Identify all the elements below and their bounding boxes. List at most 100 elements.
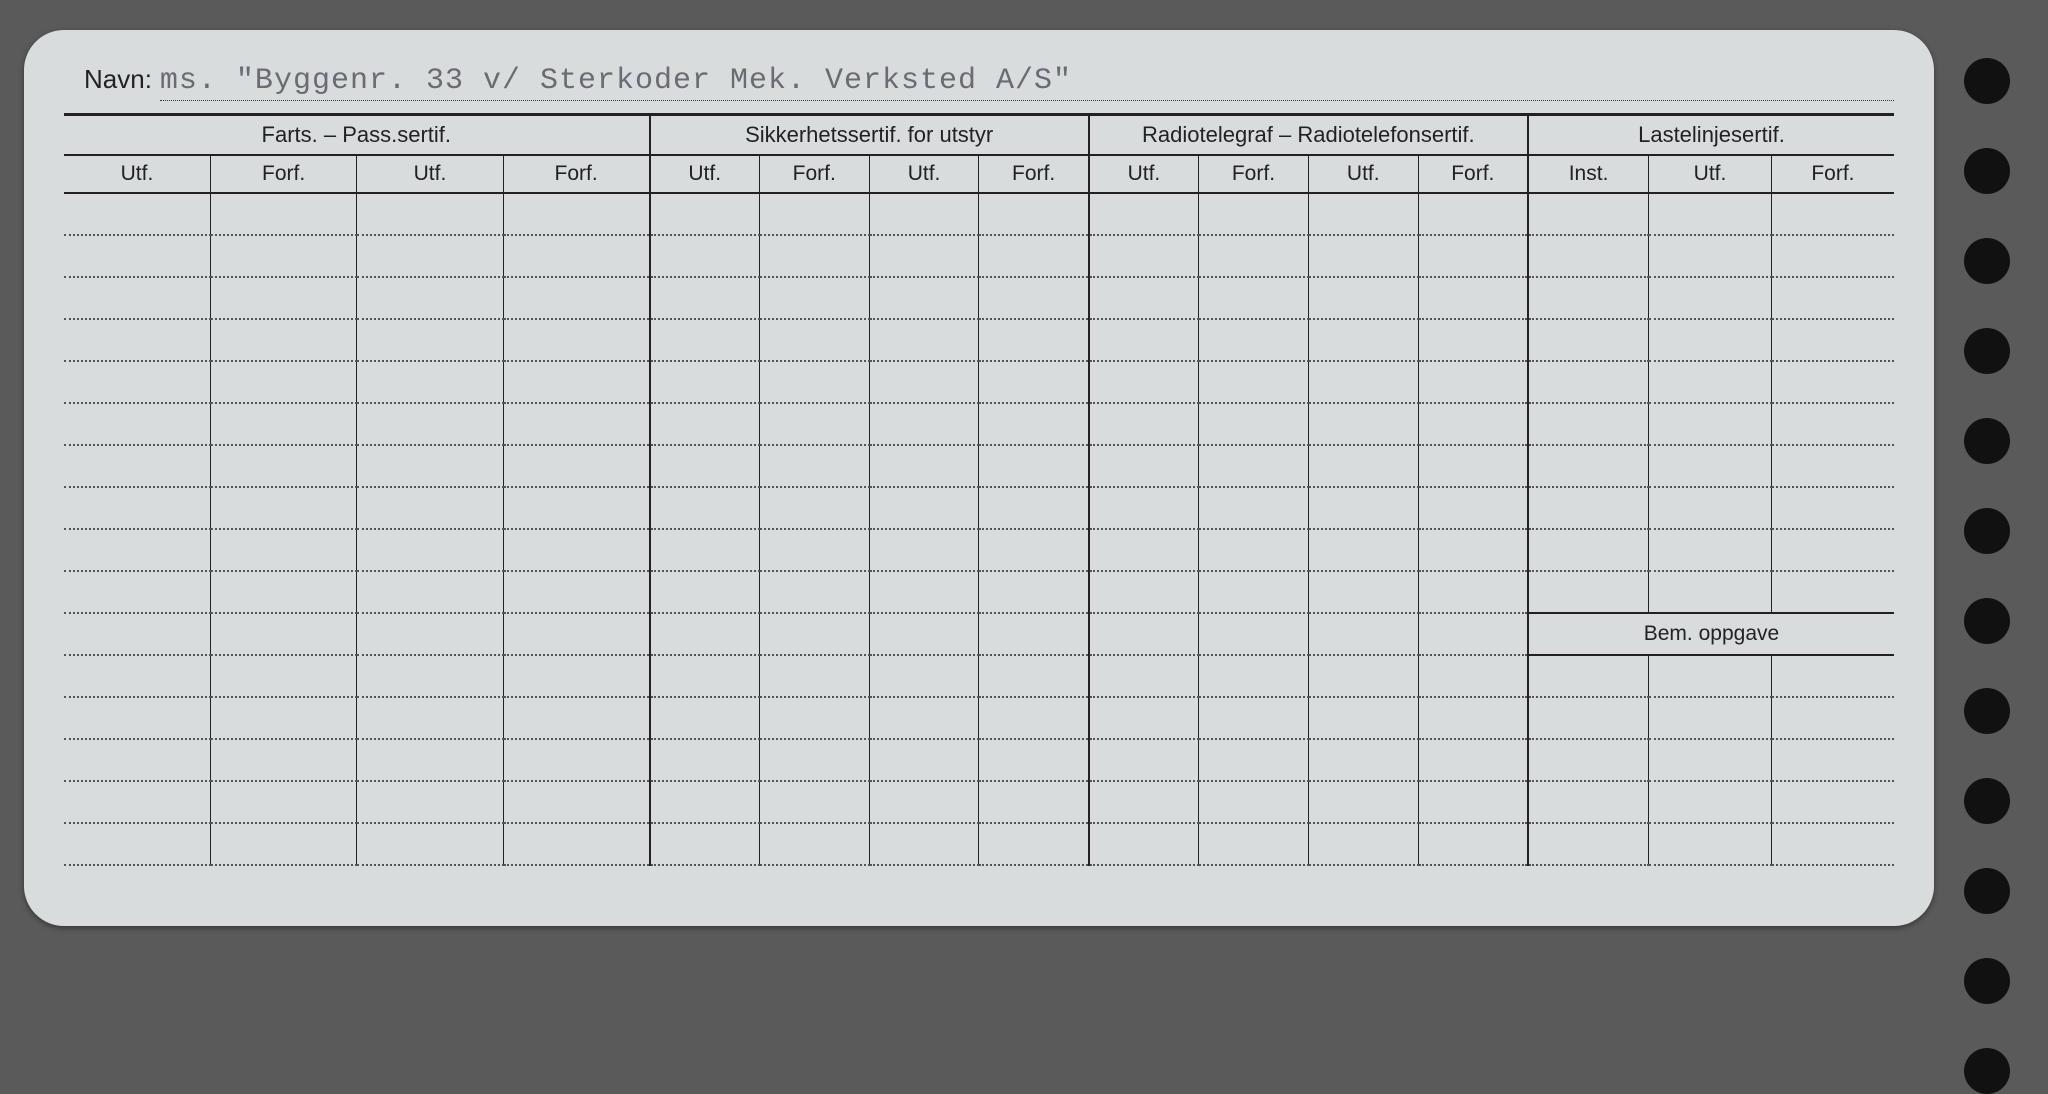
table-cell xyxy=(64,277,210,319)
table-cell xyxy=(1528,361,1649,403)
table-cell xyxy=(64,193,210,235)
table-cell xyxy=(1199,655,1309,697)
table-cell xyxy=(759,319,869,361)
table-cell xyxy=(503,823,649,865)
table-cell xyxy=(210,739,356,781)
table-cell xyxy=(503,697,649,739)
table-cell xyxy=(1771,823,1894,865)
table-cell xyxy=(503,361,649,403)
table-cell xyxy=(759,277,869,319)
table-cell xyxy=(64,781,210,823)
table-cell xyxy=(869,781,979,823)
table-row xyxy=(64,739,1894,781)
table-cell xyxy=(64,613,210,655)
table-cell xyxy=(210,445,356,487)
table-cell xyxy=(1649,445,1772,487)
table-cell xyxy=(1308,739,1418,781)
column-header: Utf. xyxy=(650,155,760,193)
table-cell xyxy=(1528,655,1649,697)
table-cell xyxy=(64,529,210,571)
table-cell xyxy=(1418,193,1528,235)
punch-hole xyxy=(1964,418,2010,464)
table-cell xyxy=(759,403,869,445)
table-cell xyxy=(1418,613,1528,655)
table-row xyxy=(64,823,1894,865)
punch-hole xyxy=(1964,868,2010,914)
table-cell xyxy=(979,739,1089,781)
group-header: Lastelinjesertif. xyxy=(1528,116,1894,155)
table-cell xyxy=(1199,487,1309,529)
table-cell xyxy=(357,403,503,445)
table-cell xyxy=(1089,739,1199,781)
table-cell xyxy=(357,193,503,235)
table-cell xyxy=(1649,529,1772,571)
table-cell xyxy=(1089,613,1199,655)
table-cell xyxy=(1199,529,1309,571)
table-cell xyxy=(64,571,210,613)
table-cell xyxy=(503,781,649,823)
table-cell xyxy=(1308,487,1418,529)
table-cell xyxy=(1528,529,1649,571)
table-cell xyxy=(1649,739,1772,781)
table-cell xyxy=(210,613,356,655)
table-cell xyxy=(1771,319,1894,361)
table-cell xyxy=(1528,445,1649,487)
table-cell xyxy=(759,487,869,529)
table-cell xyxy=(64,403,210,445)
table-row xyxy=(64,403,1894,445)
table-cell xyxy=(64,739,210,781)
column-header: Utf. xyxy=(1089,155,1199,193)
table-cell xyxy=(64,823,210,865)
table-cell xyxy=(650,319,760,361)
table-row xyxy=(64,361,1894,403)
table-cell xyxy=(979,697,1089,739)
table-cell xyxy=(869,487,979,529)
table-cell xyxy=(1199,739,1309,781)
table-cell xyxy=(503,403,649,445)
table-cell xyxy=(1199,277,1309,319)
table-cell xyxy=(503,739,649,781)
table-cell xyxy=(759,613,869,655)
table-cell xyxy=(64,487,210,529)
table-cell xyxy=(1418,487,1528,529)
table-row: Bem. oppgave xyxy=(64,613,1894,655)
punch-hole xyxy=(1964,598,2010,644)
table-cell xyxy=(1418,823,1528,865)
table-cell xyxy=(1528,235,1649,277)
table-cell xyxy=(979,235,1089,277)
table-cell xyxy=(1418,319,1528,361)
table-cell xyxy=(650,739,760,781)
table-cell xyxy=(1649,571,1772,613)
table-cell xyxy=(1771,193,1894,235)
table-cell xyxy=(759,235,869,277)
table-cell xyxy=(1418,361,1528,403)
table-cell xyxy=(1528,319,1649,361)
table-cell xyxy=(650,529,760,571)
table-cell xyxy=(979,529,1089,571)
table-cell xyxy=(1308,403,1418,445)
table-cell xyxy=(759,781,869,823)
table-cell xyxy=(1771,781,1894,823)
table-cell xyxy=(1199,403,1309,445)
table-cell xyxy=(503,529,649,571)
table-cell xyxy=(979,613,1089,655)
table-cell xyxy=(759,529,869,571)
table-cell xyxy=(869,235,979,277)
table-cell xyxy=(869,277,979,319)
table-cell xyxy=(1089,781,1199,823)
table-cell xyxy=(210,193,356,235)
table-cell xyxy=(1771,361,1894,403)
punch-hole xyxy=(1964,508,2010,554)
table-cell xyxy=(1649,193,1772,235)
table-cell xyxy=(650,403,760,445)
table-cell xyxy=(759,697,869,739)
column-header: Utf. xyxy=(357,155,503,193)
punch-hole xyxy=(1964,958,2010,1004)
table-cell xyxy=(210,403,356,445)
table-cell xyxy=(1308,361,1418,403)
table-cell xyxy=(1528,571,1649,613)
table-cell xyxy=(1528,193,1649,235)
table-cell xyxy=(1089,487,1199,529)
table-cell xyxy=(650,445,760,487)
table-cell xyxy=(979,361,1089,403)
